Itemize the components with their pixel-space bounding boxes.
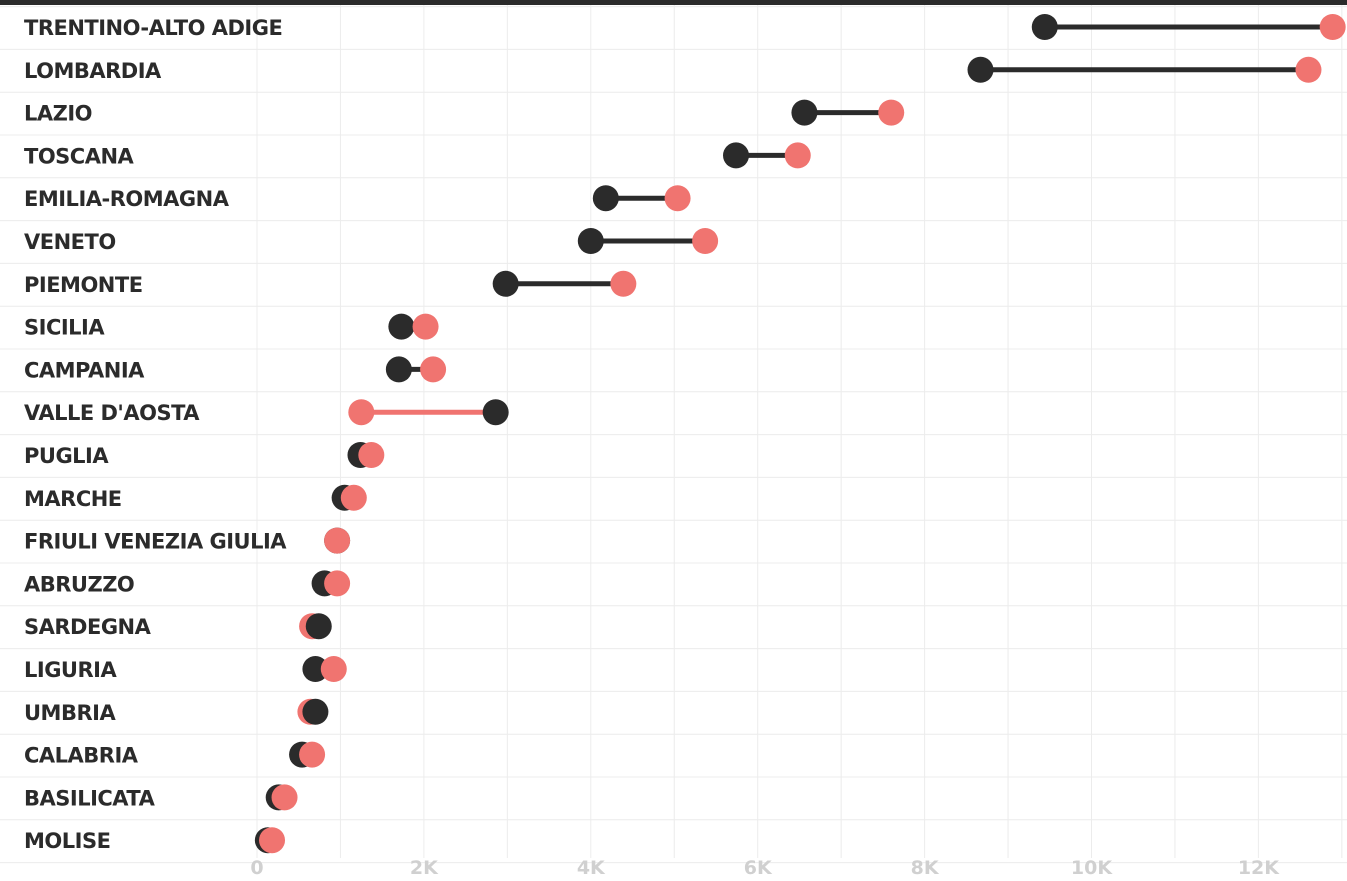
point-coral [271,784,298,811]
x-tick-label: 0 [250,857,263,879]
point-coral [692,228,719,254]
point-dark [302,698,329,725]
point-coral [324,570,351,597]
point-coral [348,399,375,426]
row-label: MOLISE [24,829,110,853]
row-label: LAZIO [24,102,92,126]
row-label: BASILICATA [24,786,156,810]
point-dark [385,356,412,383]
x-tick-label: 12K [1238,857,1280,879]
dumbbell-marks [254,14,1346,854]
row-label: TRENTINO-ALTO ADIGE [24,16,282,40]
row-label: SARDEGNA [24,615,152,639]
row-label: LIGURIA [24,658,117,682]
point-coral [358,442,385,468]
point-coral [420,356,447,383]
row-label: ABRUZZO [24,572,134,596]
point-coral [340,484,367,511]
top-bar [0,0,1347,5]
row-label: MARCHE [24,487,122,511]
x-tick-label: 2K [410,857,439,879]
point-coral [320,656,347,682]
row-label: VENETO [24,230,116,254]
row-label: TOSCANA [24,144,135,168]
row-label: VALLE D'AOSTA [24,401,200,425]
point-dark [492,270,519,297]
x-axis-ticks: 0 2K 4K 6K 8K 10K 12K [250,857,1280,879]
row-label: EMILIA-ROMAGNA [24,187,230,211]
row-label: PIEMONTE [24,273,143,297]
row-label: PUGLIA [24,444,109,468]
x-tick-label: 10K [1071,857,1113,879]
point-dark [482,399,509,426]
point-dark [388,313,415,340]
row-label: CALABRIA [24,744,139,768]
point-dark [1031,14,1058,40]
point-coral [1295,56,1322,83]
x-tick-label: 4K [577,857,606,879]
point-coral [412,313,439,340]
point-dark [791,99,818,126]
x-tick-label: 6K [744,857,773,879]
point-coral [299,741,326,768]
point-coral [259,827,286,854]
point-dark [305,613,332,640]
point-coral [784,142,811,169]
row-label: UMBRIA [24,701,116,725]
grid-lines [0,5,1347,864]
point-coral [610,270,637,297]
x-tick-label: 8K [911,857,940,879]
row-label: CAMPANIA [24,358,145,382]
point-dark [577,228,604,254]
point-coral [878,99,905,126]
row-labels: TRENTINO-ALTO ADIGE LOMBARDIA LAZIO TOSCANA… [24,16,288,853]
point-dark [592,185,619,212]
point-coral [664,185,691,212]
row-label: LOMBARDIA [24,59,162,83]
point-dark [302,656,329,682]
point-coral [324,527,351,554]
row-label: SICILIA [24,316,105,340]
point-coral [1319,14,1346,40]
point-dark [967,56,994,83]
point-dark [723,142,750,169]
row-label: FRIULI VENEZIA GIULIA [24,530,287,554]
